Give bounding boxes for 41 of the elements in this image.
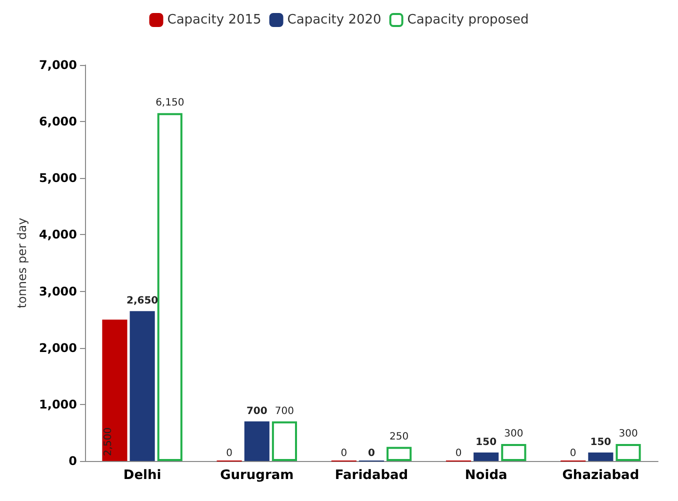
x-tick-label: Delhi (123, 468, 162, 483)
legend-label: Capacity 2015 (167, 12, 262, 28)
data-label: 0 (226, 448, 233, 459)
data-label: 300 (504, 428, 524, 440)
y-tick-label: 6,000 (39, 114, 77, 129)
data-label: 0 (570, 448, 576, 459)
x-tick-label: Ghaziabad (562, 468, 640, 483)
data-label: 0 (340, 448, 348, 459)
bar (157, 113, 182, 461)
bar (501, 444, 526, 461)
data-label: 0 (368, 448, 376, 459)
data-label: 150 (476, 437, 497, 448)
legend-label: Capacity 2020 (287, 12, 382, 28)
data-label: 2,500 (103, 427, 114, 456)
bar (130, 311, 155, 461)
y-tick-label: 4,000 (39, 228, 77, 242)
data-label: 300 (618, 428, 638, 440)
y-tick-label: 1,000 (39, 397, 77, 412)
y-tick-label: 3,000 (39, 284, 77, 298)
data-label: 250 (390, 431, 409, 442)
bar (588, 452, 614, 461)
x-tick-label: Faridabad (334, 468, 408, 483)
data-label: 6,150 (156, 98, 184, 109)
bar (272, 421, 298, 461)
y-tick-label: 5,000 (39, 171, 77, 186)
data-label: 0 (455, 448, 462, 459)
y-tick-label: 0 (68, 454, 77, 468)
bar (102, 320, 128, 461)
data-label: 150 (590, 437, 612, 448)
bar (616, 444, 641, 461)
bar (386, 446, 412, 461)
data-label: 700 (274, 406, 294, 417)
x-tick-label: Gurugram (220, 468, 294, 483)
bar (474, 452, 499, 461)
y-tick-label: 2,000 (39, 340, 77, 355)
y-tick-label: 7,000 (39, 58, 77, 72)
x-tick-label: Noida (464, 468, 508, 483)
legend-label: Capacity proposed (407, 12, 529, 28)
data-label: 700 (246, 406, 268, 417)
y-axis-title: tonnes per day (15, 218, 30, 308)
bar (244, 421, 270, 461)
